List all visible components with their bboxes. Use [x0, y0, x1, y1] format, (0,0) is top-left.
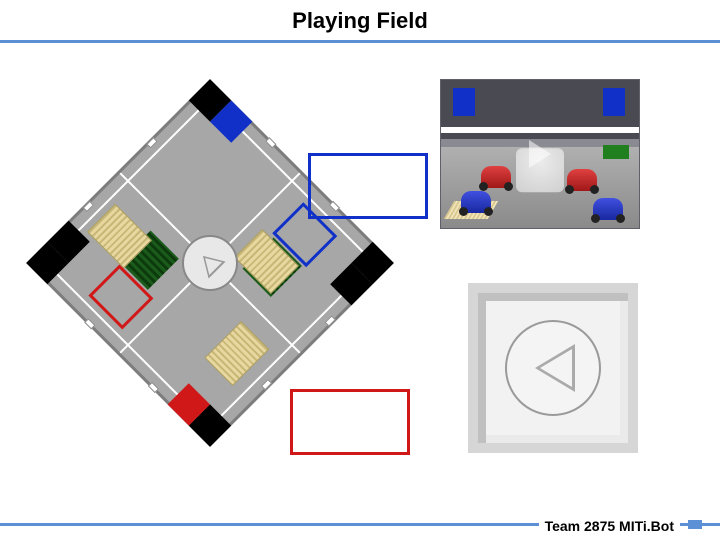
render-chair: [603, 88, 625, 116]
footer-label: Team 2875 MITi.Bot: [539, 518, 680, 534]
render-robot-red: [567, 169, 597, 191]
blue-zone: [308, 153, 428, 219]
wall-sensor: [146, 137, 157, 148]
render-green-stack: [603, 145, 629, 159]
render-robot-blue: [461, 191, 491, 213]
render-robot-blue: [593, 198, 623, 220]
content-area: [0, 43, 720, 503]
wall-sensor: [83, 201, 94, 212]
goal-triangle-icon: [535, 344, 575, 392]
field-diagram: [30, 83, 390, 443]
goal-closeup: [468, 283, 638, 453]
render-wall-stripe: [441, 127, 639, 133]
wall-sensor: [84, 318, 95, 329]
render-robot-red: [481, 166, 511, 188]
wall-sensor: [325, 315, 336, 326]
footer-tick: [688, 520, 702, 529]
render-chair: [453, 88, 475, 116]
page-title: Playing Field: [0, 0, 720, 40]
play-icon: [529, 140, 551, 168]
red-zone: [290, 389, 410, 455]
wall-sensor: [265, 137, 276, 148]
wall-sensor: [261, 379, 272, 390]
render-thumbnail: [440, 79, 640, 229]
wall-sensor: [148, 382, 159, 393]
